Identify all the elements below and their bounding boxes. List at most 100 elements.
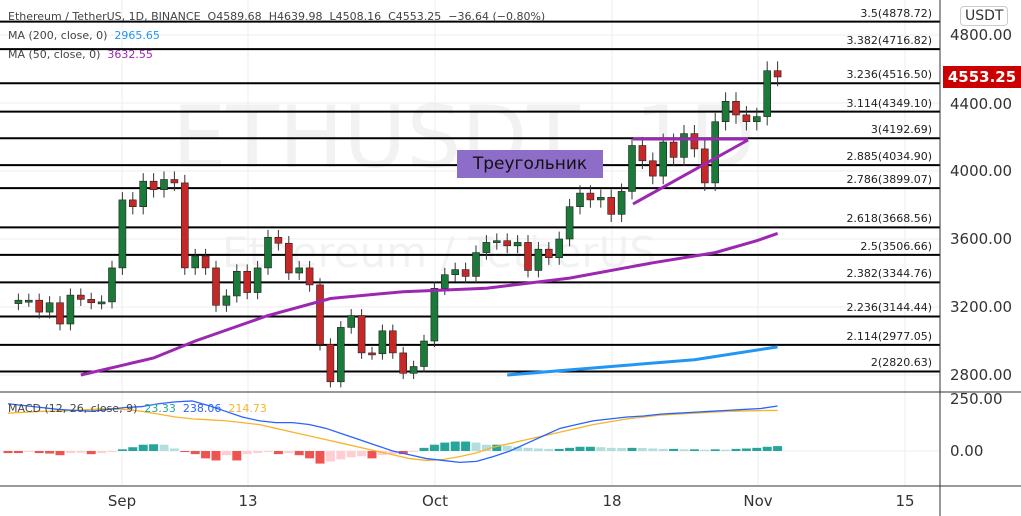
candle-down xyxy=(524,242,532,271)
macd-axis-label: 250.00 xyxy=(950,390,1003,408)
triangle-annotation[interactable]: Треугольник xyxy=(457,150,603,178)
macd-histogram-bar xyxy=(242,451,252,455)
macd-histogram-bar xyxy=(180,451,190,453)
currency-button[interactable]: USDT xyxy=(960,6,1009,26)
macd-histogram-bar xyxy=(658,448,668,451)
symbol-legend[interactable]: Ethereum / TetherUS, 1D, BINANCE O4589.6… xyxy=(8,10,545,23)
fib-level-label: 3.5(4878.72) xyxy=(860,6,932,20)
last-price-tag: 4553.25 xyxy=(943,66,1021,88)
macd-histogram-bar xyxy=(55,451,65,456)
macd-histogram-bar xyxy=(117,449,127,451)
macd-histogram-bar xyxy=(461,441,471,451)
candle-down xyxy=(399,352,408,374)
candle-down xyxy=(586,192,595,201)
candle-down xyxy=(544,248,553,258)
candle-up xyxy=(565,206,574,240)
macd-histogram-bar xyxy=(710,449,720,451)
candle-down xyxy=(773,70,782,78)
candle-down xyxy=(35,299,44,313)
macd-histogram-bar xyxy=(450,441,460,451)
candle-up xyxy=(451,269,460,276)
candle-up xyxy=(45,302,54,313)
candle-up xyxy=(482,242,491,253)
macd-histogram-bar xyxy=(409,451,419,453)
ma50-line xyxy=(80,232,779,377)
fib-level-label: 2.382(3344.76) xyxy=(846,267,932,281)
candle-up xyxy=(378,330,387,355)
macd-histogram-bar xyxy=(76,451,86,453)
macd-histogram-bar xyxy=(128,447,138,451)
candle-up xyxy=(66,294,75,325)
ohlc-low: L4508.16 xyxy=(329,10,382,23)
candle-down xyxy=(638,145,647,162)
macd-legend[interactable]: MACD (12, 26, close, 9) 23.33 238.06 214… xyxy=(8,402,267,415)
fib-level-label: 3(4192.69) xyxy=(870,123,932,137)
candle-up xyxy=(295,267,304,274)
candle-down xyxy=(284,242,293,274)
macd-histogram-bar xyxy=(669,448,679,451)
price-axis-label: 2800.00 xyxy=(950,366,1013,384)
fib-level-label: 2.236(3144.44) xyxy=(846,301,932,315)
price-axis-label: 3600.00 xyxy=(950,230,1013,248)
candle-down xyxy=(212,267,220,306)
macd-signal-value: 214.73 xyxy=(228,402,267,415)
ma50-label: MA (50, close, 0) xyxy=(8,48,101,61)
macd-histogram-bar xyxy=(149,444,159,451)
candle-down xyxy=(305,267,314,286)
candle-up xyxy=(430,287,439,342)
macd-histogram-bar xyxy=(336,451,346,460)
macd-histogram-bar xyxy=(606,447,616,451)
candle-down xyxy=(326,344,335,383)
ma50-legend[interactable]: MA (50, close, 0) 3632.55 xyxy=(8,48,153,61)
macd-histogram-bar xyxy=(24,451,34,453)
macd-histogram-bar xyxy=(315,451,325,464)
ohlc-open: O4589.68 xyxy=(207,10,262,23)
price-axis-label: 4800.00 xyxy=(950,26,1013,44)
candle-up xyxy=(440,274,449,289)
macd-histogram-bar xyxy=(377,451,387,456)
macd-histogram-bar xyxy=(3,451,13,454)
candle-down xyxy=(77,294,85,300)
macd-histogram-bar xyxy=(13,451,23,454)
candle-up xyxy=(14,299,23,304)
fib-level-label: 2(2820.63) xyxy=(870,356,932,370)
macd-histogram-bar xyxy=(554,448,564,451)
macd-histogram-bar xyxy=(689,449,699,451)
macd-histogram-bar xyxy=(679,449,689,451)
macd-hist-value: 23.33 xyxy=(144,402,176,415)
candle-up xyxy=(492,240,501,243)
macd-histogram-bar xyxy=(201,451,211,459)
macd-histogram-bar xyxy=(533,448,543,451)
time-axis-label: 15 xyxy=(895,492,915,510)
candle-down xyxy=(368,352,376,356)
macd-line xyxy=(7,400,778,463)
macd-histogram-bar xyxy=(45,451,55,454)
macd-histogram-bar xyxy=(544,448,554,451)
macd-histogram-bar xyxy=(700,449,710,451)
candle-up xyxy=(752,116,761,122)
macd-histogram-bar xyxy=(492,444,502,451)
fib-level-label: 3.382(4716.82) xyxy=(846,34,932,48)
macd-histogram-bar xyxy=(107,451,117,453)
time-axis-label: Sep xyxy=(107,492,137,510)
price-change: −36.64 (−0.80%) xyxy=(448,10,546,23)
candle-up xyxy=(534,248,543,271)
candle-up xyxy=(680,133,688,158)
macd-histogram-bar xyxy=(138,444,148,451)
fib-level-label: 2.5(3506.66) xyxy=(860,239,932,253)
candle-up xyxy=(409,366,418,374)
candle-up xyxy=(108,267,116,303)
candle-up xyxy=(659,141,668,177)
macd-histogram-bar xyxy=(398,451,408,455)
candle-up xyxy=(253,267,262,293)
candle-down xyxy=(388,330,397,354)
macd-histogram-bar xyxy=(440,442,450,451)
candle-down xyxy=(742,114,751,123)
macd-histogram-bar xyxy=(263,451,273,453)
macd-histogram-bar xyxy=(159,444,169,451)
macd-histogram-bar xyxy=(617,448,627,451)
candle-up xyxy=(472,252,480,277)
fib-level-label: 2.618(3668.56) xyxy=(846,212,932,226)
ma200-legend[interactable]: MA (200, close, 0) 2965.65 xyxy=(8,29,160,42)
